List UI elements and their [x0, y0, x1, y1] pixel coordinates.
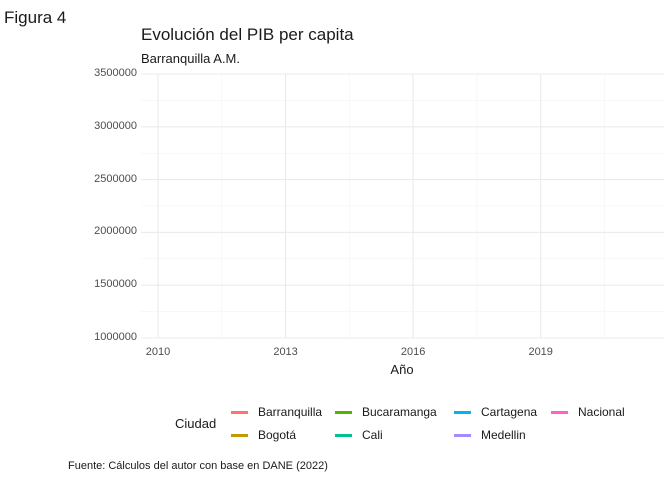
legend-key-swatch: [454, 410, 471, 414]
x-tick-label: 2013: [273, 346, 298, 358]
major-gridlines: [141, 73, 664, 339]
legend-label: Medellin: [481, 428, 526, 442]
legend-key-swatch: [551, 410, 568, 414]
legend-item: Bucaramanga: [335, 404, 437, 420]
legend-key-swatch: [231, 433, 248, 437]
y-tick-label: 1500000: [94, 278, 137, 291]
y-tick-label: 1000000: [94, 331, 137, 343]
x-tick-label: 2010: [145, 346, 171, 358]
y-tick-label: 3000000: [94, 119, 137, 132]
x-tick-label: 2019: [528, 346, 553, 358]
legend-label: Cartagena: [481, 405, 538, 419]
legend-item: Cali: [335, 427, 383, 443]
legend-label: Bogotá: [258, 428, 297, 442]
y-tick-label: 2000000: [94, 225, 137, 238]
legend-label: Bucaramanga: [362, 405, 437, 419]
minor-gridlines: [141, 74, 664, 338]
legend-item: Bogotá: [231, 427, 296, 443]
legend-item: Barranquilla: [231, 404, 322, 420]
y-tick-label: 3500000: [94, 67, 137, 79]
legend-key-swatch: [335, 433, 352, 437]
legend-label: Nacional: [578, 405, 625, 419]
legend-item: Cartagena: [454, 404, 537, 420]
legend-item: Medellin: [454, 427, 526, 443]
legend-key-swatch: [454, 433, 471, 437]
source-caption: Fuente: Cálculos del autor con base en D…: [68, 460, 328, 472]
chart-subtitle: Barranquilla A.M.: [141, 51, 240, 66]
y-tick-label: 2500000: [94, 172, 137, 185]
legend-item: Nacional: [551, 404, 625, 420]
legend-title: Ciudad: [175, 416, 217, 431]
x-tick-label: 2016: [400, 346, 426, 358]
legend-label: Cali: [362, 428, 383, 442]
figure-label: Figura 4: [4, 8, 67, 27]
legend-key-swatch: [335, 410, 352, 414]
legend-key-swatch: [231, 410, 248, 414]
chart-title: Evolución del PIB per capita: [141, 25, 354, 44]
legend-label: Barranquilla: [258, 405, 323, 419]
x-axis-label: Año: [390, 362, 414, 377]
